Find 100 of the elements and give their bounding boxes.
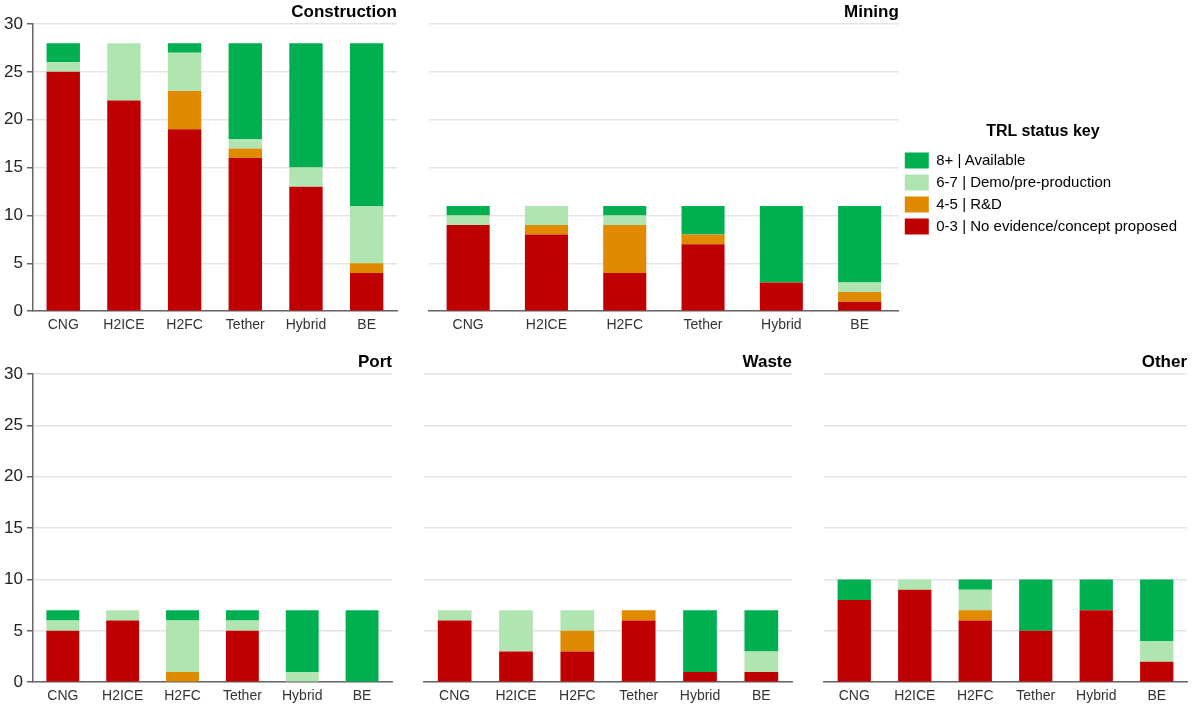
x-tick-label: H2ICE <box>102 687 144 704</box>
x-tick-label: CNG <box>439 687 471 704</box>
bar <box>1140 661 1174 682</box>
bar <box>167 52 202 92</box>
x-tick-label: BE <box>1147 687 1167 704</box>
x-tick-label: BE <box>751 687 771 704</box>
x-tick-label: Hybrid <box>1076 687 1117 704</box>
bar <box>167 91 202 130</box>
bar <box>898 589 932 682</box>
bar <box>1079 579 1113 611</box>
bar <box>228 138 262 149</box>
bar <box>838 301 882 311</box>
legend-title: TRL status key <box>986 121 1100 139</box>
bar <box>289 186 323 311</box>
bar <box>1140 579 1174 642</box>
legend-label: 0-3 | No evidence/concept proposed <box>936 216 1177 234</box>
bar <box>838 205 882 283</box>
y-tick-label: 5 <box>13 253 23 273</box>
x-tick-label: Hybrid <box>679 687 721 704</box>
y-tick-label: 0 <box>13 300 23 320</box>
bar <box>1079 610 1113 682</box>
bar <box>744 610 779 652</box>
x-tick-label: H2ICE <box>495 687 537 704</box>
x-tick-label: CNG <box>452 316 484 333</box>
x-tick-label: Tether <box>1016 687 1056 704</box>
bar <box>837 579 871 601</box>
bar <box>744 651 779 672</box>
bar <box>166 671 199 682</box>
bar <box>285 671 319 682</box>
y-tick-label: 10 <box>3 205 23 225</box>
chart-title: Waste <box>742 352 792 372</box>
x-tick-label: H2FC <box>164 687 201 704</box>
y-tick-label: 25 <box>3 61 23 81</box>
legend-label: 8+ | Available <box>936 150 1026 168</box>
bar <box>289 43 323 168</box>
bar <box>759 205 803 283</box>
bar <box>621 610 656 621</box>
x-tick-label: Tether <box>222 687 263 704</box>
bar <box>166 620 199 672</box>
bar <box>683 610 717 672</box>
bar <box>289 167 323 187</box>
y-tick-label: 30 <box>3 13 23 33</box>
x-tick-label: CNG <box>47 687 79 704</box>
y-tick-label: 20 <box>3 109 23 129</box>
y-tick-label: 20 <box>3 466 23 486</box>
bar <box>958 610 992 621</box>
y-tick-label: 15 <box>3 157 23 177</box>
bar <box>560 610 595 631</box>
bar <box>681 205 725 235</box>
bar <box>446 205 490 216</box>
bar <box>603 272 647 311</box>
bar <box>349 272 384 311</box>
bar <box>1140 641 1174 662</box>
bar <box>106 620 140 682</box>
bar <box>167 43 202 53</box>
bar <box>1019 630 1053 682</box>
bar <box>437 620 472 682</box>
x-tick-label: CNG <box>47 316 79 333</box>
x-tick-label: Hybrid <box>285 316 327 333</box>
bar <box>349 263 384 273</box>
bar <box>225 630 259 682</box>
x-tick-label: BE <box>850 316 869 333</box>
bar <box>228 158 262 311</box>
x-tick-label: H2ICE <box>103 316 145 333</box>
chart-title: Mining <box>844 2 899 22</box>
bar <box>225 620 259 631</box>
x-tick-label: H2FC <box>956 687 994 704</box>
chart-title: Other <box>1141 352 1188 372</box>
x-tick-label: BE <box>352 687 372 704</box>
bar <box>759 282 803 311</box>
bar <box>166 610 199 621</box>
bar <box>46 43 80 63</box>
bar <box>446 215 490 226</box>
chart-title: Port <box>358 352 393 372</box>
bar <box>560 630 595 652</box>
x-tick-label: H2FC <box>606 316 644 333</box>
y-tick-label: 5 <box>13 620 23 640</box>
bar <box>437 610 472 621</box>
bar <box>898 579 932 590</box>
bar <box>603 205 647 216</box>
bar <box>46 630 80 682</box>
bar <box>446 225 490 311</box>
bar <box>46 71 80 311</box>
x-tick-label: H2ICE <box>525 316 568 333</box>
bar <box>603 215 647 226</box>
y-tick-label: 30 <box>3 363 23 383</box>
y-tick-label: 25 <box>3 415 23 435</box>
y-tick-label: 15 <box>3 517 23 537</box>
bar <box>524 205 568 226</box>
bar <box>285 610 319 672</box>
bar <box>46 620 80 631</box>
bar <box>106 610 140 621</box>
x-tick-label: H2FC <box>166 316 203 333</box>
bar <box>349 43 384 206</box>
bar <box>524 234 568 311</box>
bar <box>225 610 259 621</box>
bar <box>499 610 533 652</box>
x-tick-label: H2ICE <box>894 687 936 704</box>
x-tick-label: CNG <box>838 687 870 704</box>
bar <box>838 292 882 302</box>
